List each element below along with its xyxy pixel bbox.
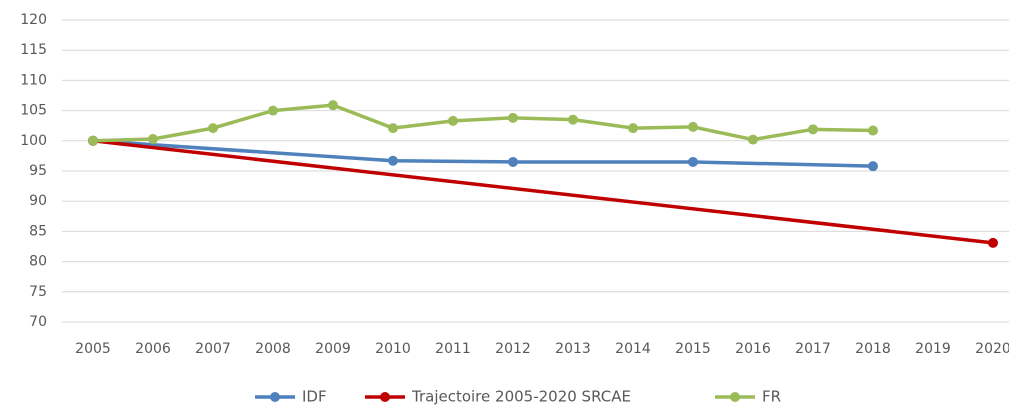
y-tick-label: 115 [20, 42, 47, 58]
data-point [568, 114, 578, 125]
legend-marker [380, 392, 390, 402]
data-point [148, 133, 158, 144]
y-tick-label: 85 [29, 223, 47, 239]
x-tick-label: 2020 [975, 341, 1009, 357]
y-tick-label: 75 [29, 284, 47, 300]
data-point [868, 125, 878, 136]
series-line [92, 103, 874, 143]
data-point [388, 155, 398, 166]
x-tick-label: 2010 [375, 341, 411, 357]
data-point [448, 115, 458, 126]
data-point [688, 156, 698, 167]
y-tick-label: 105 [20, 103, 47, 119]
x-tick-label: 2017 [795, 341, 831, 357]
x-tick-label: 2012 [495, 341, 531, 357]
y-tick-label: 90 [29, 193, 47, 209]
legend-label: FR [762, 388, 781, 406]
y-tick-label: 120 [20, 12, 47, 28]
data-point [628, 123, 638, 134]
x-tick-label: 2014 [615, 341, 651, 357]
legend-label: Trajectoire 2005-2020 SRCAE [411, 388, 631, 406]
data-point [388, 123, 398, 134]
data-point [268, 105, 278, 116]
x-tick-label: 2006 [135, 341, 171, 357]
x-tick-label: 2011 [435, 341, 471, 357]
data-point [748, 134, 758, 145]
x-tick-label: 2018 [855, 341, 891, 357]
data-point [688, 121, 698, 132]
data-point [808, 124, 818, 135]
y-tick-label: 95 [29, 163, 47, 179]
x-tick-label: 2016 [735, 341, 771, 357]
y-tick-label: 70 [29, 314, 47, 330]
legend-marker [270, 392, 280, 402]
x-tick-label: 2015 [675, 341, 711, 357]
x-tick-label: 2008 [255, 341, 291, 357]
x-tick-label: 2009 [315, 341, 351, 357]
x-tick-label: 2013 [555, 341, 591, 357]
x-tick-label: 2005 [75, 341, 111, 357]
series-line [92, 139, 994, 245]
y-tick-label: 80 [29, 254, 47, 270]
y-tick-label: 110 [20, 72, 47, 88]
legend: IDF Trajectoire 2005-2020 SRCAE FR [255, 388, 781, 406]
data-point [988, 237, 998, 248]
legend-label: IDF [302, 388, 327, 406]
x-tick-label: 2019 [915, 341, 951, 357]
data-point [508, 156, 518, 167]
y-tick-label: 100 [20, 133, 47, 149]
data-point [88, 135, 98, 146]
data-point [328, 100, 338, 111]
legend-marker [730, 392, 740, 402]
data-point [868, 161, 878, 172]
data-point [508, 112, 518, 123]
data-point [208, 123, 218, 134]
x-tick-label: 2007 [195, 341, 231, 357]
